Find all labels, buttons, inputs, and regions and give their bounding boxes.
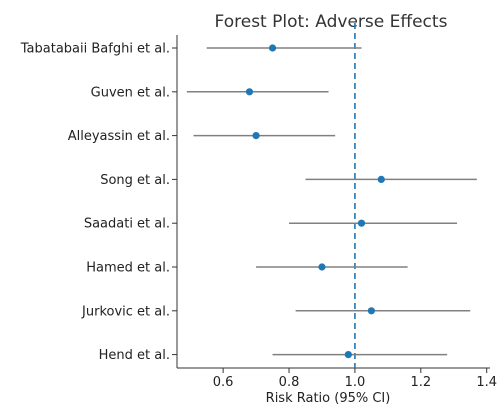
y-tick-label: Alleyassin et al. bbox=[68, 129, 170, 144]
x-tick-label: 1.0 bbox=[345, 375, 366, 390]
risk-ratio-point bbox=[344, 351, 352, 359]
y-tick-label: Song et al. bbox=[100, 173, 170, 188]
y-tick-label: Hamed et al. bbox=[86, 261, 170, 276]
risk-ratio-point bbox=[268, 44, 277, 52]
risk-ratio-point bbox=[377, 175, 385, 183]
y-tick-label: Saadati et al. bbox=[84, 217, 170, 232]
plot-area: 0.6 0.8 1.0 1.2 1.4 Tabatabaii Bafghi et al. G… bbox=[20, 23, 497, 390]
risk-ratio-point bbox=[318, 263, 326, 271]
risk-ratio-point bbox=[367, 307, 375, 315]
chart-title: Forest Plot: Adverse Effects bbox=[215, 12, 448, 32]
x-tick-label: 1.2 bbox=[410, 375, 431, 390]
y-tick-label: Hend et al. bbox=[99, 348, 170, 363]
x-tick-label: 1.4 bbox=[476, 375, 497, 390]
y-tick-label: Jurkovic et al. bbox=[81, 304, 170, 319]
risk-ratio-point bbox=[252, 132, 260, 140]
x-axis-label: Risk Ratio (95% CI) bbox=[266, 391, 391, 406]
risk-ratio-point bbox=[357, 219, 366, 227]
y-tick-label: Tabatabaii Bafghi et al. bbox=[20, 42, 170, 57]
risk-ratio-point bbox=[245, 88, 254, 96]
x-tick-label: 0.8 bbox=[279, 375, 300, 390]
x-tick-label: 0.6 bbox=[213, 375, 234, 390]
y-tick-label: Guven et al. bbox=[91, 85, 170, 100]
